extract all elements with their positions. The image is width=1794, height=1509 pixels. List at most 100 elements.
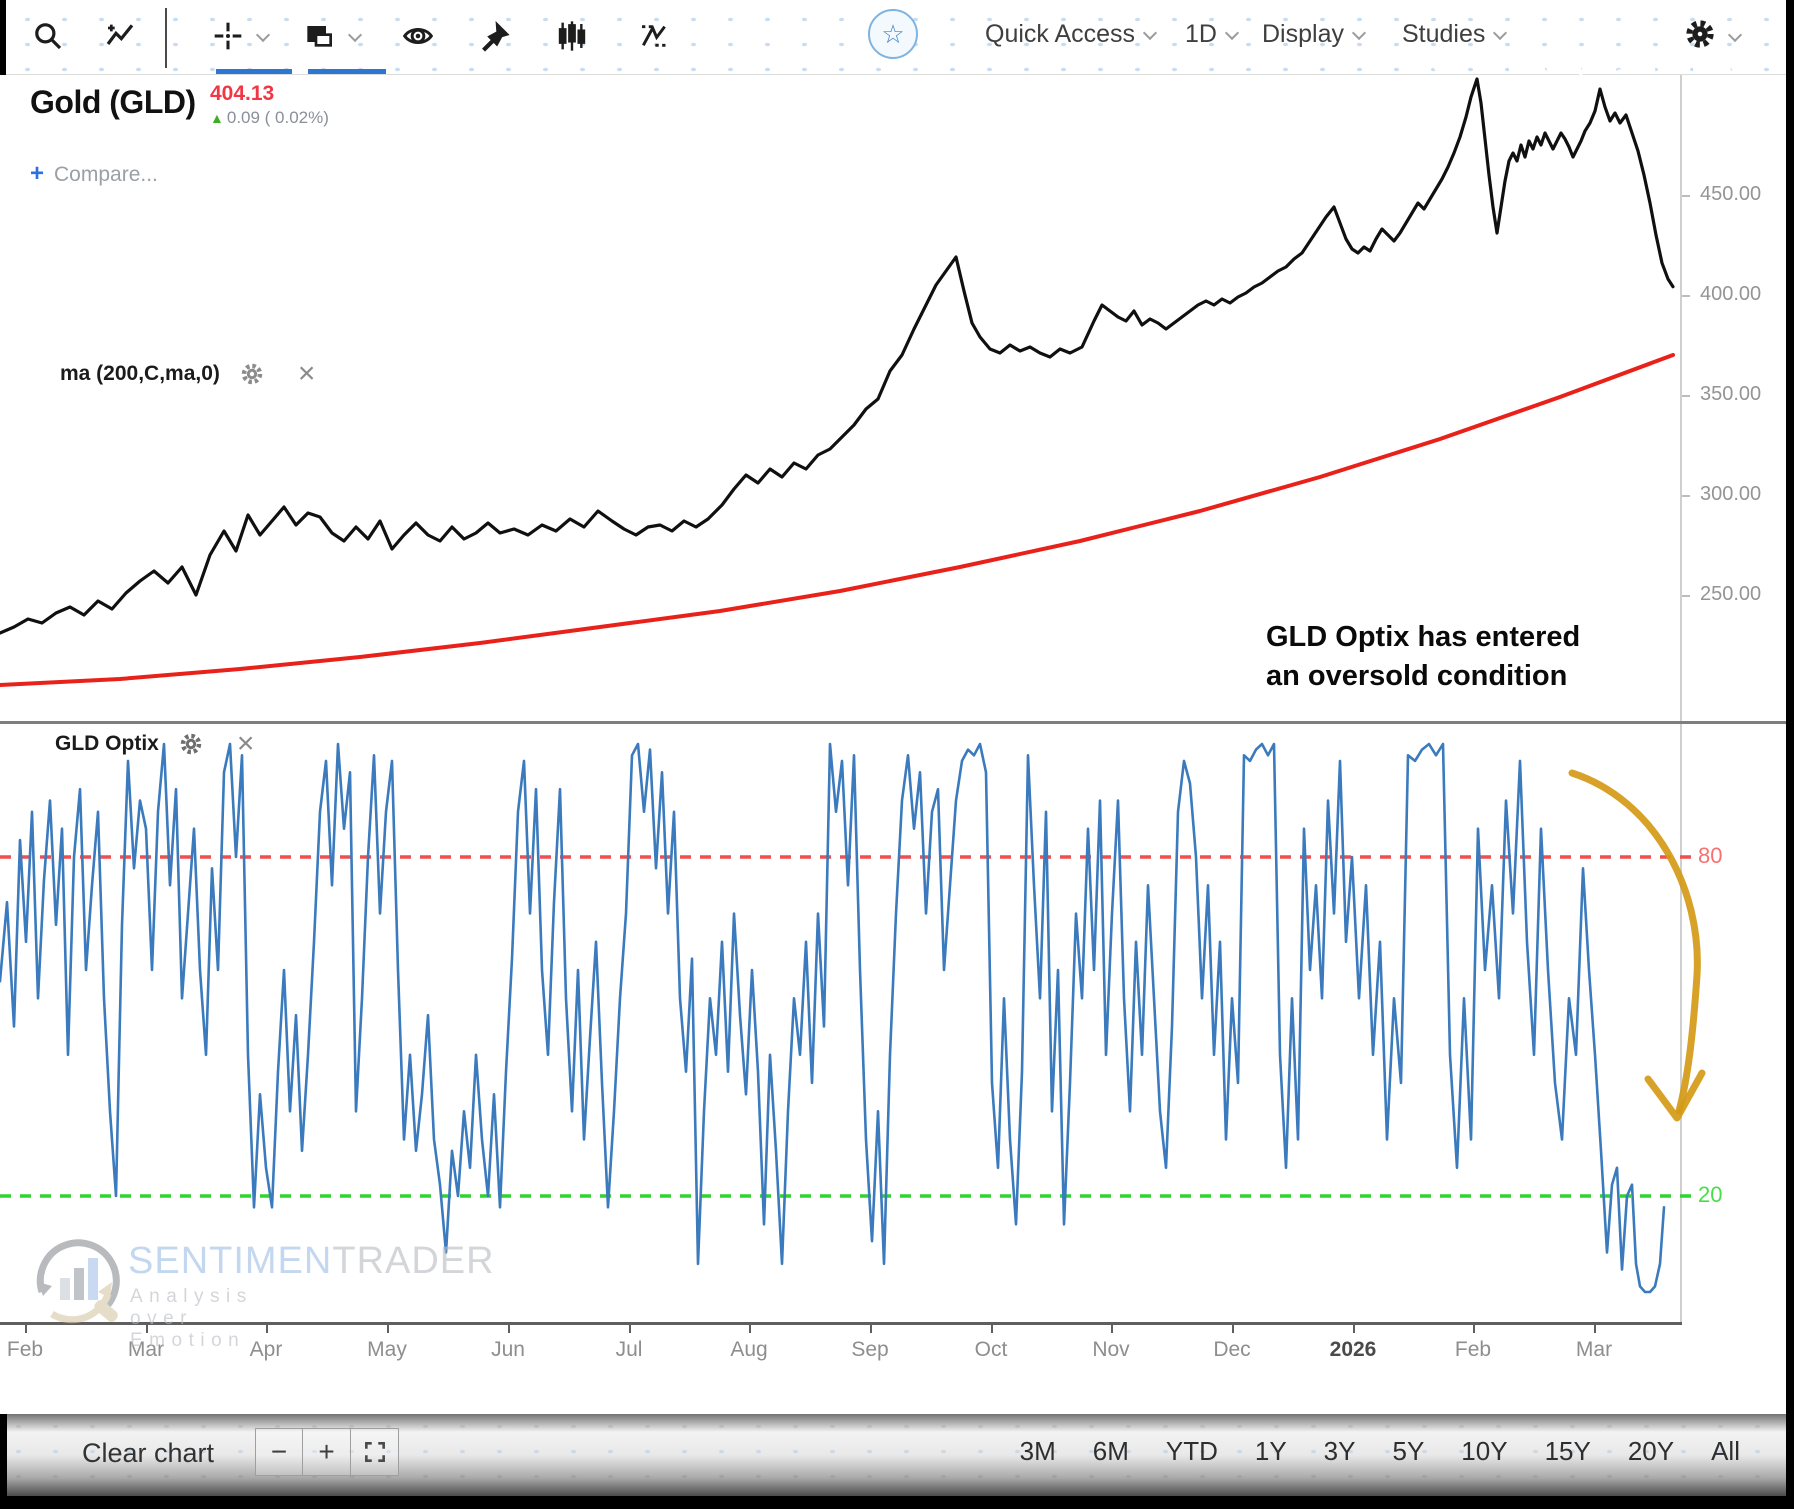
optix-settings-gear-icon[interactable]: [179, 732, 203, 756]
candlestick-chart-icon[interactable]: [556, 20, 588, 52]
screen-edge: [1786, 0, 1794, 1509]
time-axis-label: Sep: [851, 1338, 889, 1361]
price-axis-tick: [1682, 595, 1690, 597]
search-icon[interactable]: [32, 20, 64, 52]
panel-separator[interactable]: [0, 721, 1786, 724]
pin-icon[interactable]: [479, 20, 511, 52]
zoom-out-button[interactable]: −: [255, 1428, 303, 1476]
price-axis-tick: [1682, 195, 1690, 197]
range-button-10y[interactable]: 10Y: [1461, 1436, 1508, 1466]
sparkline-tool-icon[interactable]: [104, 20, 136, 52]
watermark-brand: SENTIMENTRADER: [128, 1240, 495, 1283]
range-button-1y[interactable]: 1Y: [1254, 1436, 1287, 1466]
range-button-3y[interactable]: 3Y: [1323, 1436, 1356, 1466]
price-chart[interactable]: [0, 75, 1700, 723]
display-menu[interactable]: Display: [1262, 20, 1367, 49]
x-axis-line: [0, 1322, 1682, 1325]
sentimentrader-logo-icon: [36, 1239, 120, 1324]
time-axis-label: Apr: [249, 1338, 283, 1361]
favorites-star-button[interactable]: ☆: [868, 9, 918, 59]
screen-edge: [0, 1496, 1794, 1509]
range-button-3m[interactable]: 3M: [1019, 1436, 1056, 1466]
interval-label: 1D: [1185, 20, 1217, 48]
time-axis-label: Nov: [1092, 1338, 1130, 1361]
bottom-bar: Clear chart − + 3M 6M YTD 1Y 3Y 5Y 10Y 15Y 20Y Al…: [0, 1414, 1786, 1496]
annotation-dropdown-chevron-icon[interactable]: [347, 27, 363, 43]
overbought-level-label: 80: [1698, 843, 1723, 868]
time-axis-tick: [1594, 1322, 1596, 1333]
crosshair-tool-icon[interactable]: [212, 20, 244, 52]
series-gld-close: [0, 77, 1675, 635]
last-price: 404.13: [210, 82, 275, 105]
price-axis-label: 400.00: [1700, 283, 1762, 305]
price-axis-label: 350.00: [1700, 383, 1762, 405]
time-axis-label: May: [367, 1338, 407, 1361]
compare-label: Compare...: [54, 163, 158, 186]
price-change: ▲ 0.09 ( 0.02%): [210, 108, 329, 128]
optix-close-icon[interactable]: ×: [236, 727, 255, 760]
series-gld-optix: [0, 742, 1666, 1294]
time-axis-label: Dec: [1213, 1338, 1251, 1361]
time-axis-tick: [1111, 1322, 1113, 1333]
right-axis-border: [1680, 75, 1682, 1323]
watch-eye-icon[interactable]: [402, 20, 434, 52]
series-ma-200-c-ma-0-: [0, 353, 1675, 687]
time-axis-label: Jul: [615, 1338, 643, 1361]
oversold-level-label: 20: [1698, 1182, 1723, 1207]
chevron-down-icon: [1224, 25, 1240, 40]
display-label: Display: [1262, 20, 1344, 48]
down-arrow-curve-icon: [1568, 769, 1701, 1115]
range-button-5y[interactable]: 5Y: [1392, 1436, 1425, 1466]
top-toolbar: ☆ Quick Access 1D Display Studies: [0, 0, 1786, 75]
time-axis-tick: [870, 1322, 872, 1333]
range-button-20y[interactable]: 20Y: [1627, 1436, 1675, 1466]
fullscreen-button[interactable]: [351, 1428, 399, 1476]
star-icon: ☆: [881, 18, 905, 49]
optix-chart[interactable]: [0, 725, 1710, 1323]
time-axis-label: 2026: [1329, 1338, 1377, 1361]
range-button-ytd[interactable]: YTD: [1165, 1436, 1218, 1466]
range-button-6m[interactable]: 6M: [1092, 1436, 1129, 1466]
range-button-15y[interactable]: 15Y: [1544, 1436, 1591, 1466]
crosshair-dropdown-chevron-icon[interactable]: [255, 27, 271, 43]
time-axis-tick: [266, 1322, 268, 1333]
symbol-title: Gold (GLD): [30, 84, 196, 120]
range-button-all[interactable]: All: [1711, 1436, 1740, 1466]
optix-legend-row: GLD Optix ×: [55, 727, 255, 760]
interval-menu[interactable]: 1D: [1185, 20, 1240, 49]
clear-chart-button[interactable]: Clear chart: [82, 1438, 215, 1468]
price-axis-label: 300.00: [1700, 483, 1762, 505]
ma-settings-gear-icon[interactable]: [240, 362, 264, 386]
time-axis-label: Mar: [127, 1338, 165, 1361]
price-axis-label: 450.00: [1700, 183, 1762, 205]
price-axis-tick: [1682, 495, 1690, 497]
provided-by-credit: © Provided by SentimenTrader: [1432, 52, 1768, 78]
compare-button[interactable]: + Compare...: [30, 160, 158, 188]
studies-menu[interactable]: Studies: [1402, 20, 1508, 49]
quick-access-label: Quick Access: [985, 20, 1136, 48]
time-axis-label: Feb: [6, 1338, 44, 1361]
ma-legend-label: ma (200,C,ma,0): [60, 362, 220, 385]
brand-part-2: TRADER: [332, 1240, 495, 1282]
change-value: 0.09 ( 0.02%): [226, 108, 329, 127]
annotation-tool-icon[interactable]: [304, 20, 336, 52]
time-axis-label: Aug: [730, 1338, 768, 1361]
ma-close-icon[interactable]: ×: [297, 357, 316, 390]
quick-access-menu[interactable]: Quick Access: [985, 20, 1158, 49]
settings-dropdown-chevron-icon[interactable]: [1727, 27, 1743, 43]
optix-legend-label: GLD Optix: [55, 732, 159, 755]
time-axis-label: Jun: [491, 1338, 525, 1361]
timeframe-buttons: 3M 6M YTD 1Y 3Y 5Y 10Y 15Y 20Y All: [1020, 1436, 1740, 1467]
time-axis-tick: [25, 1322, 27, 1333]
plus-icon: +: [30, 160, 45, 187]
active-tool-underline-2: [308, 69, 386, 74]
settings-gear-icon[interactable]: [1684, 18, 1716, 50]
screen-edge: [0, 0, 6, 75]
time-axis-tick: [749, 1322, 751, 1333]
zoom-in-button[interactable]: +: [303, 1428, 351, 1476]
zigzag-compare-icon[interactable]: [638, 20, 670, 52]
time-axis-tick: [991, 1322, 993, 1333]
brand-part-1: SENTIMEN: [128, 1240, 333, 1282]
time-axis-label: Feb: [1454, 1338, 1492, 1361]
